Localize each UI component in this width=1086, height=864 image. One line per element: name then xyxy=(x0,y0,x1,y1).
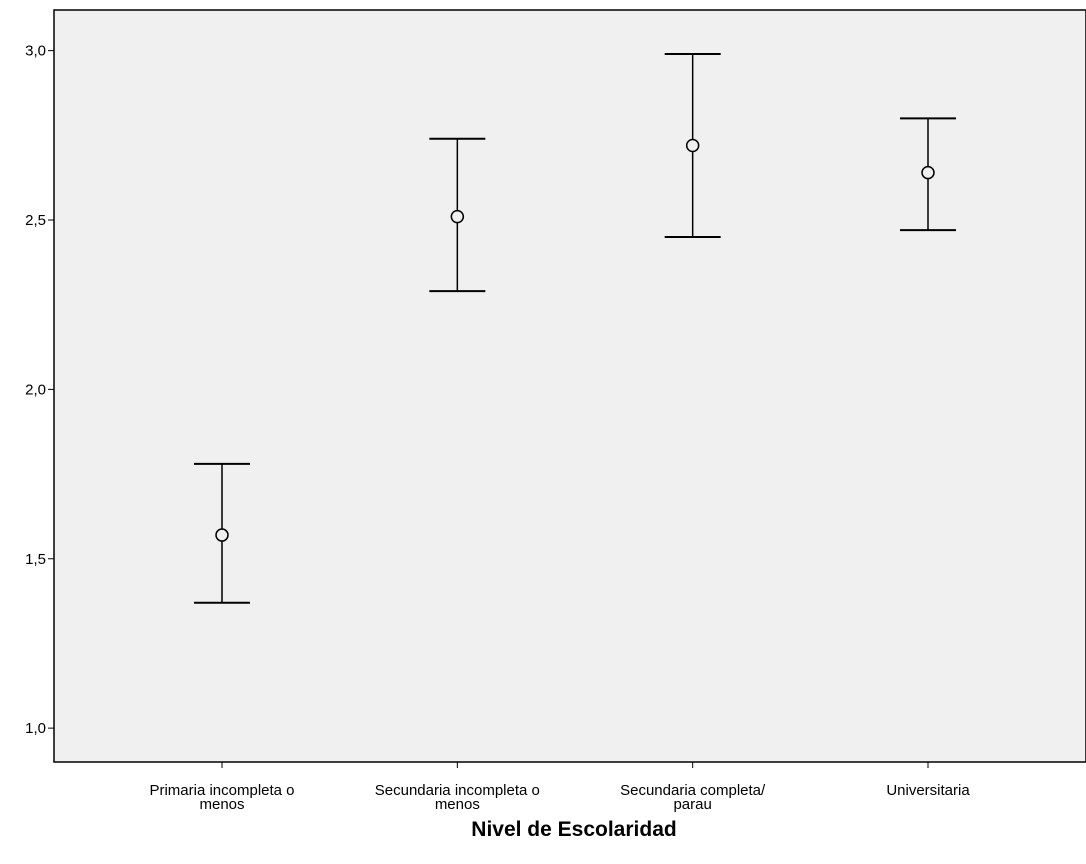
mean-point xyxy=(215,528,229,542)
x-category-label-line: menos xyxy=(199,796,244,813)
error-bar xyxy=(194,462,250,604)
error-bar-series xyxy=(194,53,956,604)
error-bar xyxy=(900,117,956,232)
y-tick-label: 2,0 xyxy=(25,381,46,398)
error-bar xyxy=(429,137,486,293)
x-category-label: Primaria incompleta o menos xyxy=(149,782,294,813)
mean-point xyxy=(685,138,700,153)
error-bar xyxy=(664,53,721,238)
mean-point xyxy=(921,165,935,180)
x-category-label: Universitaria xyxy=(886,782,970,799)
mean-point xyxy=(450,209,465,224)
x-category-label-line: parau xyxy=(673,796,711,813)
y-tick-label: 2,5 xyxy=(25,212,46,229)
x-category-label-line: Secundaria incompleta o xyxy=(375,782,540,799)
x-category-label-line: Primaria incompleta o xyxy=(149,782,294,799)
x-category-label-line: menos xyxy=(435,796,480,813)
x-category-label: Secundaria incompleta o menos xyxy=(375,782,540,813)
x-axis-title: Nivel de Escolaridad xyxy=(471,818,676,841)
y-tick-label: 3,0 xyxy=(25,43,46,60)
x-category-label: Secundaria completa/parau xyxy=(620,782,766,813)
y-tick-label: 1,5 xyxy=(25,551,46,568)
y-tick-label: 1,0 xyxy=(25,720,46,737)
x-category-label-line: Secundaria completa/ xyxy=(620,782,766,799)
y-axis: 1,0 1,5 2,0 2,5 3,0 xyxy=(25,43,54,737)
x-category-label-line: Universitaria xyxy=(886,782,970,799)
plot-area xyxy=(53,9,1086,763)
